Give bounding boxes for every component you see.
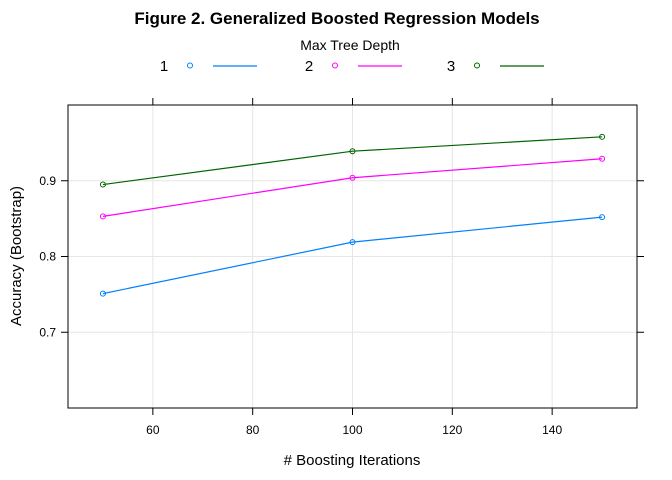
series-line-3 xyxy=(102,136,603,186)
data-point-series-1 xyxy=(599,214,606,221)
legend-label-2: 2 xyxy=(305,58,313,75)
data-point-series-1 xyxy=(99,290,106,297)
legend-marker-2 xyxy=(332,62,338,69)
x-tick-label: 60 xyxy=(146,423,160,437)
data-point-series-2 xyxy=(99,213,106,220)
x-tick-label: 120 xyxy=(442,423,462,437)
series-group xyxy=(99,133,606,297)
data-point-series-2 xyxy=(599,155,606,162)
legend: 1 2 3 xyxy=(160,58,544,75)
series-line-2 xyxy=(102,158,603,217)
legend-marker-1 xyxy=(187,62,193,69)
axis-ticks: 60 80 100 120 140 0.7 0.8 0.9 xyxy=(39,98,644,437)
data-point-series-3 xyxy=(349,148,356,155)
x-tick-label: 100 xyxy=(342,423,362,437)
y-tick-label: 0.8 xyxy=(39,250,56,264)
data-point-series-3 xyxy=(99,181,106,188)
data-point-series-1 xyxy=(349,239,356,246)
x-axis-label: # Boosting Iterations xyxy=(284,452,421,469)
y-tick-label: 0.9 xyxy=(39,174,56,188)
grid xyxy=(68,105,637,408)
data-point-series-3 xyxy=(599,133,606,140)
y-tick-label: 0.7 xyxy=(39,325,56,339)
legend-title: Max Tree Depth xyxy=(300,37,400,53)
chart-title: Figure 2. Generalized Boosted Regression… xyxy=(134,9,539,28)
x-tick-label: 80 xyxy=(246,423,260,437)
x-tick-label: 140 xyxy=(542,423,562,437)
legend-label-1: 1 xyxy=(160,58,168,75)
y-axis-label: Accuracy (Bootstrap) xyxy=(8,186,25,326)
data-point-series-2 xyxy=(349,174,356,181)
series-line-1 xyxy=(102,216,603,295)
legend-marker-3 xyxy=(474,62,480,69)
legend-label-3: 3 xyxy=(447,58,455,75)
